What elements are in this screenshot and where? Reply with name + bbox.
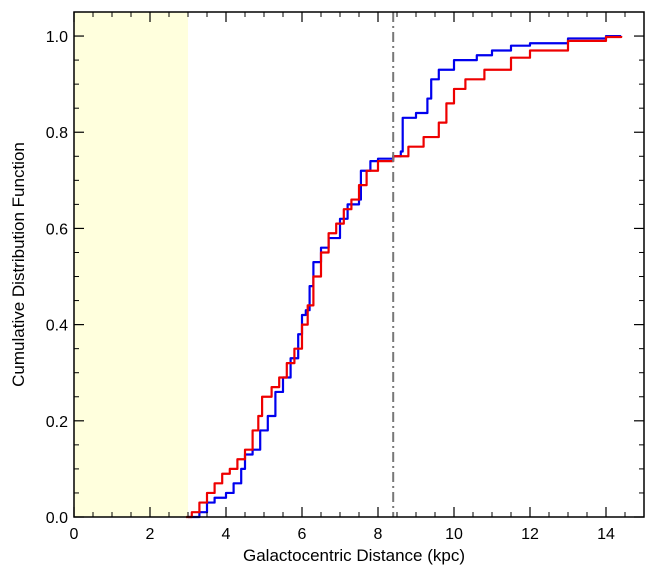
x-tick-label: 4 [222, 526, 231, 543]
x-tick-label: 14 [597, 526, 615, 543]
x-tick-label: 0 [70, 526, 79, 543]
x-tick-label: 8 [374, 526, 383, 543]
x-tick-label: 12 [521, 526, 539, 543]
x-tick-label: 10 [445, 526, 463, 543]
x-tick-label: 2 [146, 526, 155, 543]
y-tick-label: 0.4 [46, 318, 68, 335]
series-layer [186, 34, 623, 519]
shaded-region [74, 12, 188, 517]
y-tick-label: 0.2 [46, 414, 68, 431]
x-tick-label: 6 [298, 526, 307, 543]
y-tick-label: 1.0 [46, 29, 68, 46]
y-tick-label: 0.0 [46, 510, 68, 527]
y-axis-label: Cumulative Distribution Function [9, 142, 28, 387]
y-tick-label: 0.8 [46, 125, 68, 142]
series-line-2 [186, 35, 623, 519]
x-axis-label: Galactocentric Distance (kpc) [243, 546, 465, 565]
ticks-layer: 0 2 4 6 8 10 12 14 0.0 0.2 0.4 0.6 0.8 1.0 [46, 12, 645, 543]
y-tick-label: 0.6 [46, 221, 68, 238]
series-line-1 [188, 34, 622, 519]
